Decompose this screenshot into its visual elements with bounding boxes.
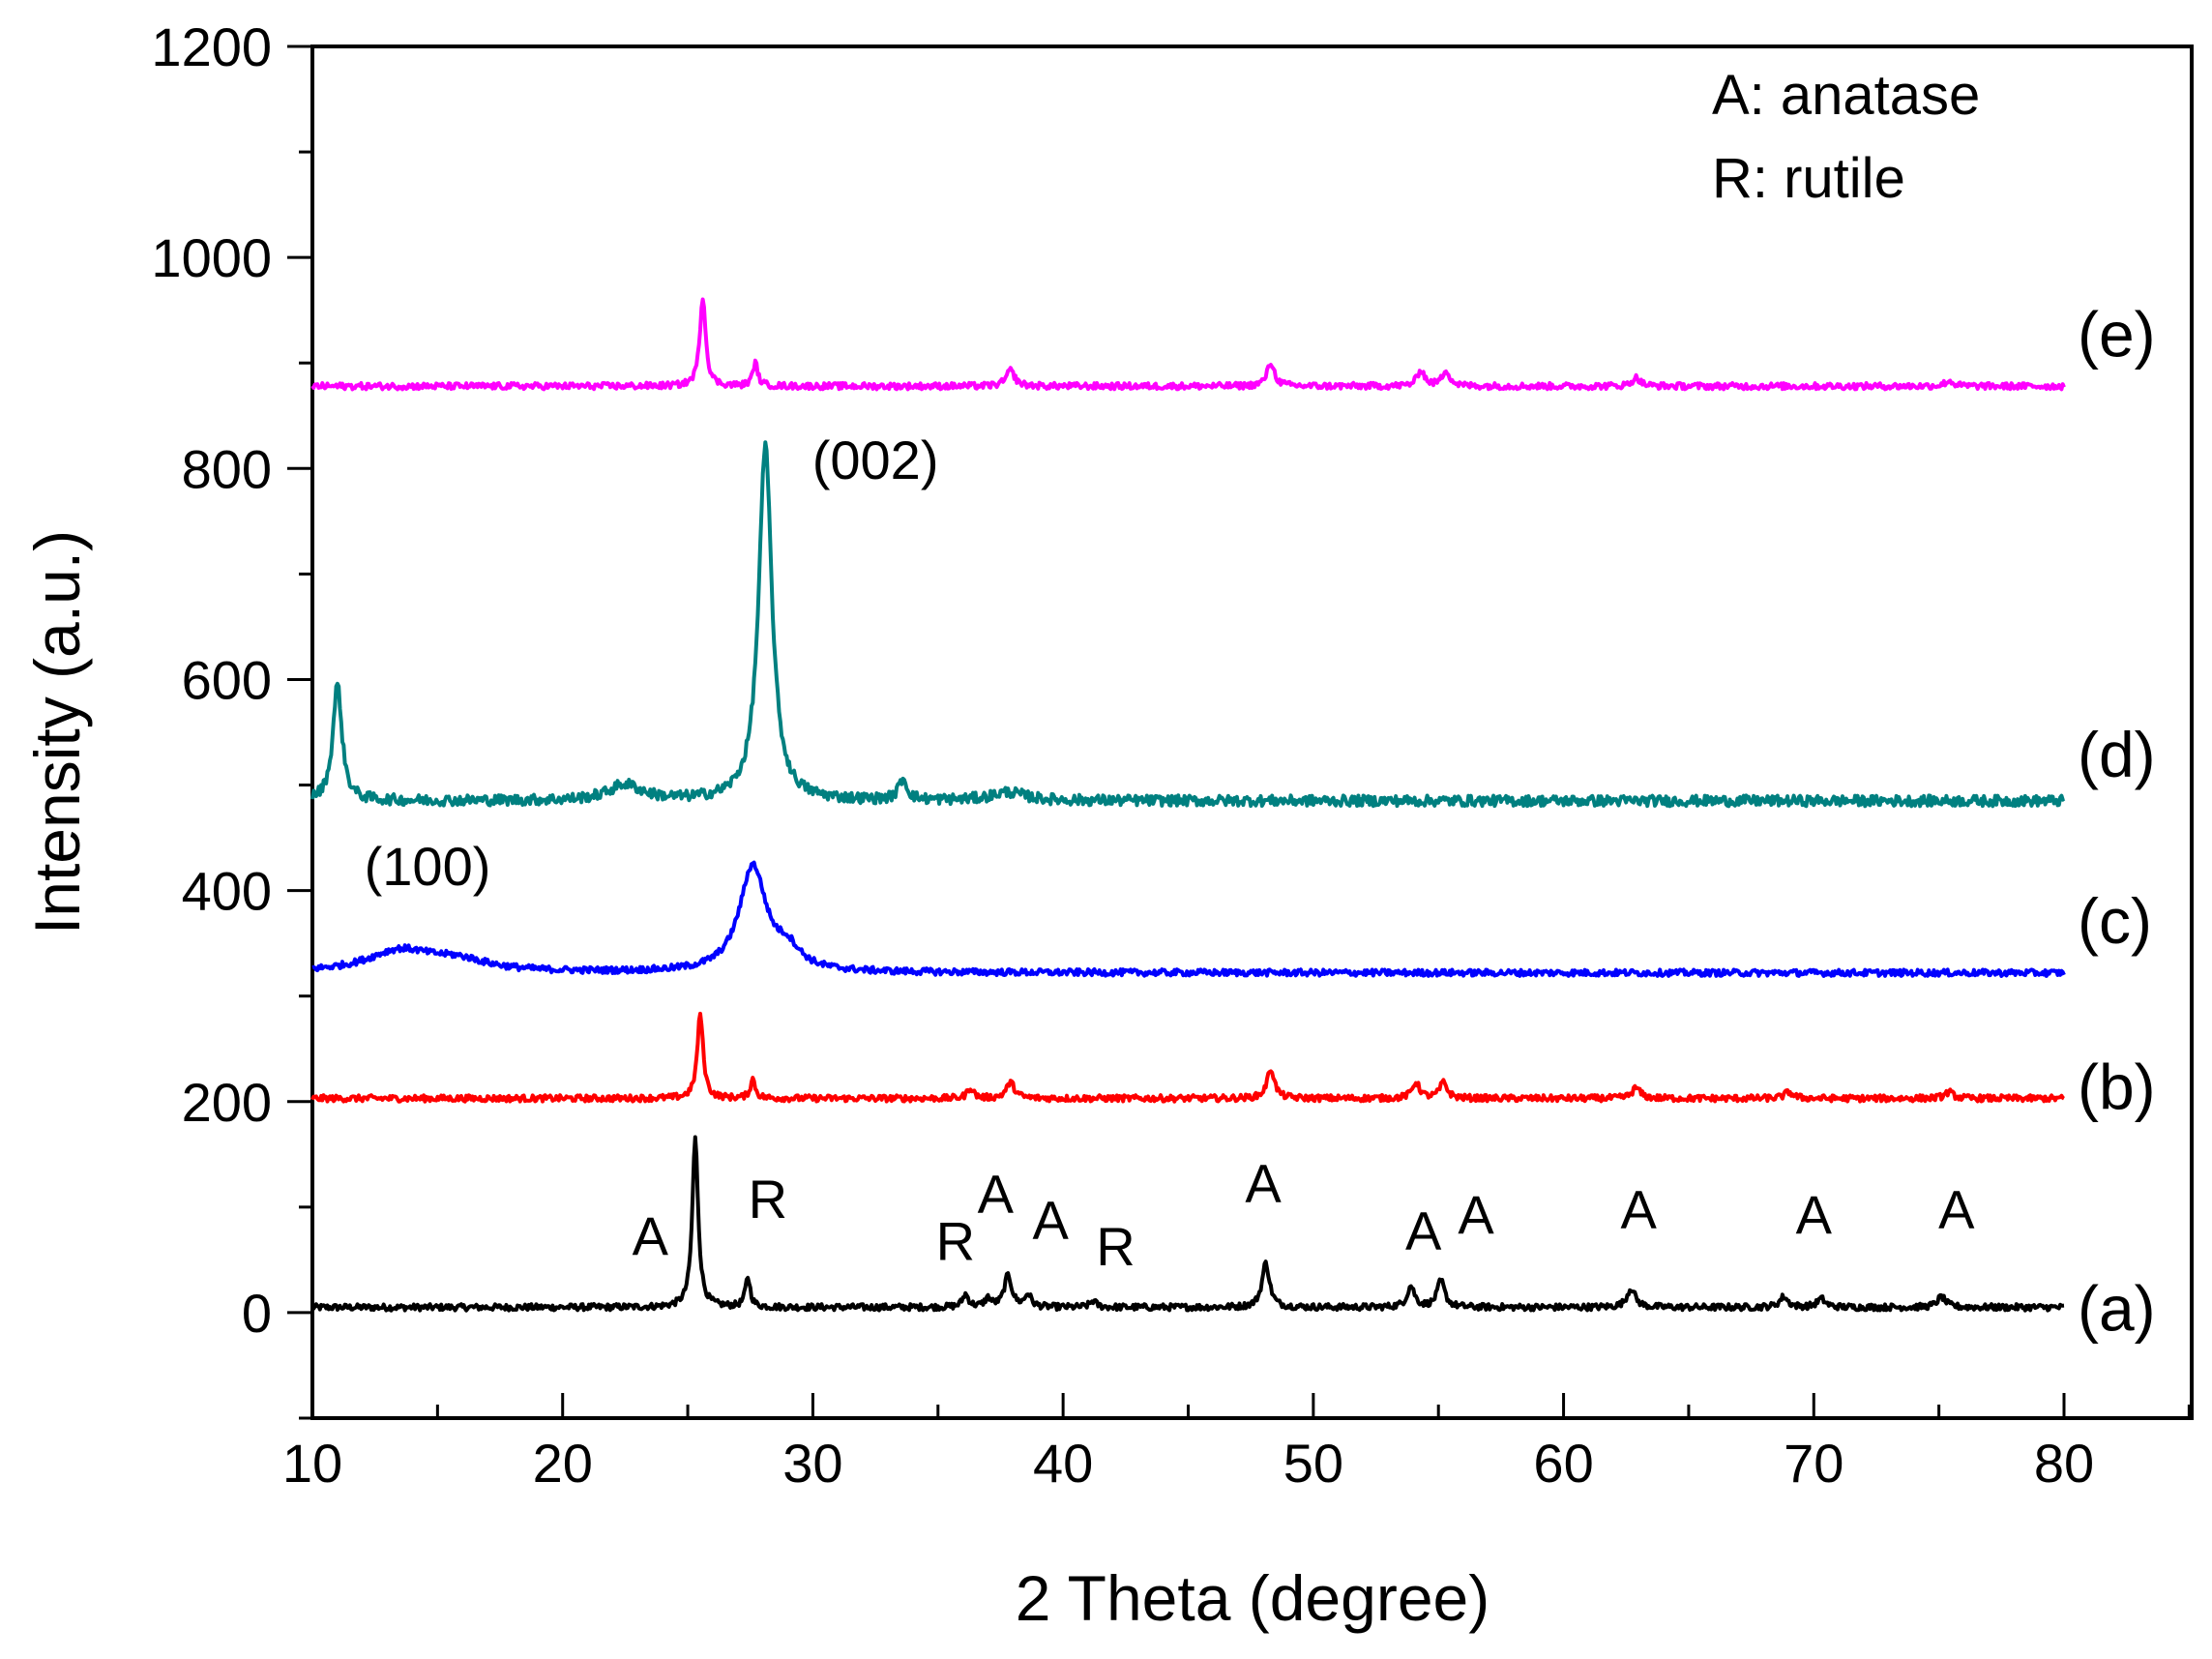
series-group <box>310 297 2066 1313</box>
peak-annotation: A <box>633 1205 669 1266</box>
legend-anatase: A: anatase <box>1712 64 1980 127</box>
series-label-2: (c) <box>2078 885 2152 957</box>
y-tick-label: 400 <box>182 861 272 922</box>
series-labels: (a) (b) (c) (d) (e) <box>2078 299 2156 1345</box>
y-tick-label: 1000 <box>151 227 272 288</box>
y-tick-label: 200 <box>182 1072 272 1133</box>
y-tick-label: 800 <box>182 438 272 499</box>
peak-annotation: A <box>1796 1184 1833 1245</box>
peak-annotation: A <box>978 1163 1015 1224</box>
y-tick-label: 600 <box>182 649 272 710</box>
x-tick-label: 60 <box>1533 1433 1593 1494</box>
peak-annotation: (100) <box>365 836 491 897</box>
peak-annotation: A <box>1458 1184 1494 1245</box>
peak-annotation: A <box>1621 1179 1658 1240</box>
peak-annotation: R <box>749 1169 787 1229</box>
y-tick-label: 0 <box>242 1283 272 1344</box>
x-tick-label: 80 <box>2034 1433 2094 1494</box>
peak-annotation: A <box>1405 1200 1442 1260</box>
peak-annotation: (002) <box>812 430 939 490</box>
x-axis-title: 2 Theta (degree) <box>1016 1562 1489 1634</box>
series-line-0 <box>310 1135 2065 1313</box>
peak-annotation: A <box>1938 1179 1975 1240</box>
plot-frame <box>310 44 2194 1420</box>
y-tick-label: 1200 <box>151 16 272 77</box>
peak-annotation: R <box>1096 1216 1135 1277</box>
y-tick-labels: 0 200 400 600 800 1000 1200 <box>151 16 272 1344</box>
peak-annotation: A <box>1245 1152 1282 1213</box>
series-line-4 <box>310 297 2066 392</box>
y-axis-title: Intensity (a.u.) <box>21 530 93 934</box>
x-tick-labels: 10 20 30 40 50 60 70 80 <box>282 1433 2094 1494</box>
series-label-4: (e) <box>2078 299 2156 370</box>
peak-annotation: A <box>1033 1190 1070 1251</box>
x-tick-label: 50 <box>1283 1433 1343 1494</box>
legend-rutile: R: rutile <box>1712 147 1905 210</box>
x-tick-label: 40 <box>1033 1433 1093 1494</box>
x-tick-label: 30 <box>782 1433 842 1494</box>
x-tick-label: 20 <box>533 1433 593 1494</box>
x-tick-label: 70 <box>1784 1433 1843 1494</box>
series-line-2 <box>311 860 2066 978</box>
series-label-0: (a) <box>2078 1272 2156 1344</box>
series-line-1 <box>310 1011 2065 1104</box>
legend-box: A: anatase R: rutile <box>1712 64 1980 210</box>
axis-ticks <box>287 44 2191 1420</box>
peak-annotation: R <box>936 1210 975 1271</box>
series-label-1: (b) <box>2078 1051 2156 1122</box>
series-line-3 <box>310 440 2066 809</box>
series-label-3: (d) <box>2078 719 2156 790</box>
x-tick-label: 10 <box>282 1433 342 1494</box>
